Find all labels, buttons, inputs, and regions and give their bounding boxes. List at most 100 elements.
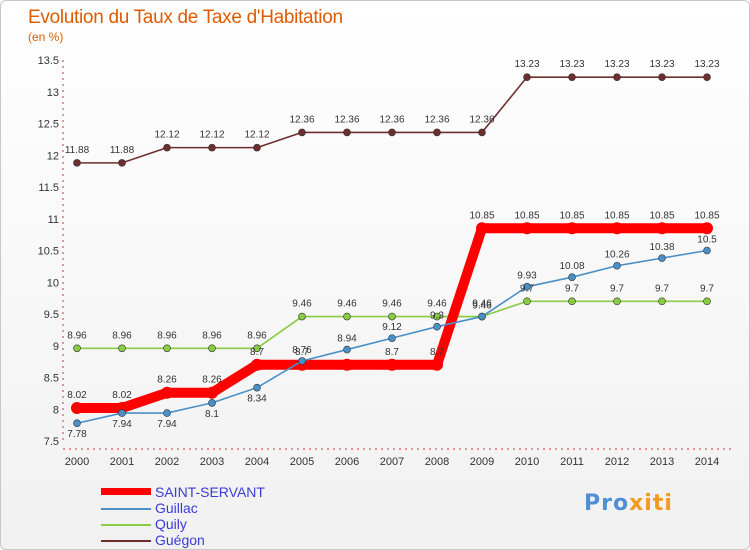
data-label: 9.46 xyxy=(382,299,402,310)
data-label: 8.7 xyxy=(430,347,444,358)
data-label: 10.85 xyxy=(694,210,719,221)
y-tick-label: 11 xyxy=(48,214,59,226)
y-tick-label: 8 xyxy=(53,404,59,416)
data-label: 10.26 xyxy=(604,250,629,261)
chart-title: Evolution du Taux de Taxe d'Habitation xyxy=(28,7,343,28)
x-tick-label: 2003 xyxy=(200,456,224,468)
data-label: 8.7 xyxy=(385,347,399,358)
data-label: 7.78 xyxy=(67,429,87,440)
data-label: 13.23 xyxy=(559,59,584,70)
x-tick-label: 2013 xyxy=(650,456,674,468)
data-label: 9.7 xyxy=(700,283,714,294)
data-label: 8.94 xyxy=(337,334,357,345)
data-point xyxy=(568,273,576,281)
x-tick-label: 2000 xyxy=(65,456,89,468)
x-tick-label: 2002 xyxy=(155,456,179,468)
y-tick-label: 8.5 xyxy=(44,373,59,385)
data-point xyxy=(163,143,171,152)
data-point xyxy=(298,357,306,365)
data-label: 12.36 xyxy=(379,114,404,125)
y-tick-label: 10 xyxy=(47,277,59,289)
data-label: 9.3 xyxy=(430,311,444,322)
legend-swatch xyxy=(101,508,151,510)
data-label: 9.7 xyxy=(655,283,669,294)
data-label: 10.85 xyxy=(649,210,674,221)
y-tick-label: 12 xyxy=(47,150,59,162)
data-label: 10.38 xyxy=(649,242,674,253)
data-point xyxy=(613,297,621,306)
data-point xyxy=(431,358,443,371)
legend-swatch xyxy=(101,524,151,526)
x-tick-label: 2006 xyxy=(335,456,359,468)
data-label: 7.94 xyxy=(157,419,177,430)
legend-item-saint-servant: SAINT-SERVANT xyxy=(101,484,361,502)
y-tick-label: 12.5 xyxy=(38,119,59,131)
y-tick-label: 9 xyxy=(53,341,59,353)
data-label: 12.36 xyxy=(289,114,314,125)
data-label: 12.36 xyxy=(334,114,359,125)
y-tick-label: 11.5 xyxy=(38,182,59,194)
data-point xyxy=(118,409,126,417)
data-label: 13.23 xyxy=(514,59,539,70)
data-point xyxy=(478,312,486,321)
data-label: 10.5 xyxy=(697,235,717,246)
legend-label: Quily xyxy=(155,516,187,532)
x-tick-label: 2009 xyxy=(470,456,494,468)
data-point xyxy=(343,312,351,321)
data-label: 9.7 xyxy=(565,283,579,294)
data-point xyxy=(388,128,396,137)
chart-axes: 7.5 8 8.5 9 9.5 10 10.5 11 11.5 12 12.5 13 13.5 2000 2… xyxy=(38,55,731,468)
data-point xyxy=(73,419,81,428)
data-label: 9.46 xyxy=(427,299,447,310)
x-tick-label: 2010 xyxy=(515,456,539,468)
data-label: 10.85 xyxy=(514,210,539,221)
data-point xyxy=(523,73,531,81)
y-tick-label: 9.5 xyxy=(44,309,59,321)
data-label: 8.76 xyxy=(292,345,312,356)
data-label: 10.85 xyxy=(469,210,494,221)
data-label: 8.96 xyxy=(67,330,87,341)
y-tick-label: 10.5 xyxy=(38,246,59,258)
data-point xyxy=(658,297,666,306)
data-label: 9.7 xyxy=(610,283,624,294)
data-point xyxy=(206,386,218,399)
data-point xyxy=(386,358,398,371)
data-point xyxy=(253,143,261,152)
data-label: 12.12 xyxy=(199,130,224,141)
x-tick-label: 2007 xyxy=(380,456,404,468)
data-point xyxy=(253,344,261,353)
data-point xyxy=(163,344,171,353)
data-point xyxy=(613,261,621,270)
x-tick-label: 2008 xyxy=(425,456,449,468)
data-point xyxy=(523,282,531,291)
legend-swatch xyxy=(101,540,151,542)
data-point xyxy=(613,73,621,81)
x-tick-label: 2001 xyxy=(110,456,134,468)
data-label: 8.26 xyxy=(202,375,222,386)
legend-item-guegon: Guégon xyxy=(101,532,361,549)
y-tick-label: 13.5 xyxy=(38,55,59,67)
data-point xyxy=(658,254,666,262)
data-point xyxy=(701,222,713,235)
data-label: 8.02 xyxy=(67,390,87,401)
data-label: 8.7 xyxy=(250,347,264,358)
data-point xyxy=(433,322,441,331)
data-label: 9.93 xyxy=(517,271,537,282)
data-point xyxy=(71,401,83,414)
data-point xyxy=(566,222,578,235)
data-point xyxy=(568,73,576,81)
data-label: 10.08 xyxy=(559,261,584,272)
data-label: 10.85 xyxy=(559,210,584,221)
data-label: 9.12 xyxy=(382,322,402,333)
y-tick-label: 13 xyxy=(47,87,59,99)
data-label: 11.88 xyxy=(110,145,135,156)
data-label: 10.85 xyxy=(604,210,629,221)
x-tick-label: 2011 xyxy=(560,456,584,468)
data-point xyxy=(251,358,263,371)
data-label: 8.7 xyxy=(295,347,309,358)
legend-item-guillac: Guillac xyxy=(101,500,361,518)
data-point xyxy=(341,358,353,371)
x-tick-label: 2012 xyxy=(605,456,629,468)
